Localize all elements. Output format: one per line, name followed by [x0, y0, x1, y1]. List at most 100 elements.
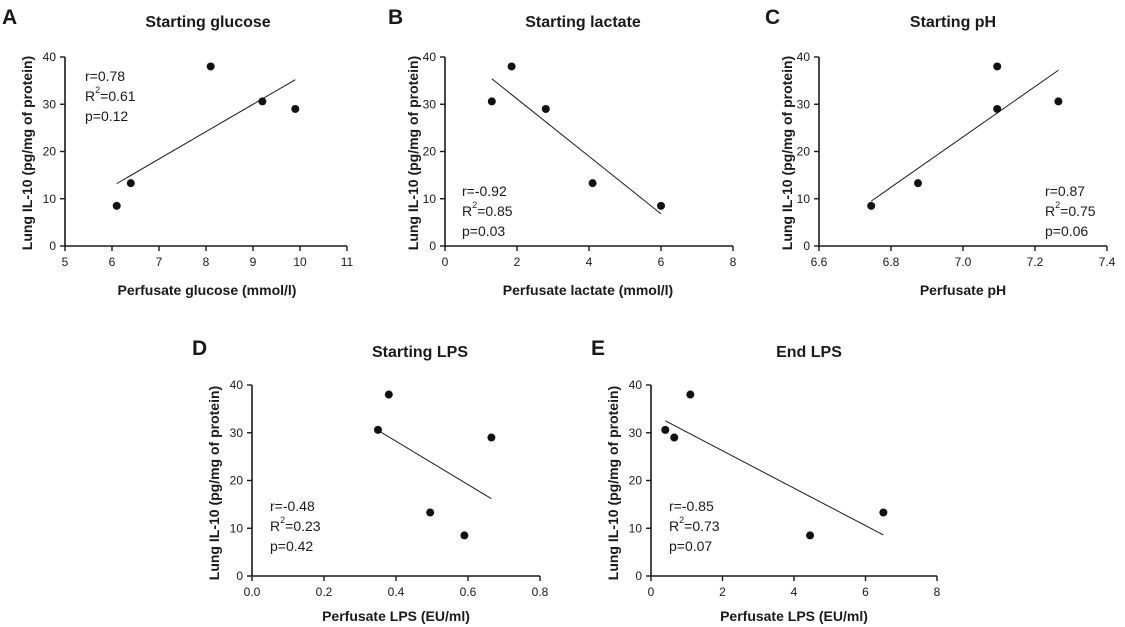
- panel-letter: A: [2, 6, 18, 29]
- y-tick-label: 10: [230, 521, 244, 535]
- x-tick-label: 0.2: [316, 585, 333, 599]
- x-axis-label: Perfusate LPS (EU/ml): [720, 608, 868, 624]
- data-point: [507, 62, 516, 71]
- regression-line: [377, 429, 492, 500]
- data-point: [1054, 97, 1063, 106]
- scatter-plot: 0 2 4 6 8 0 10 20 30 40: [423, 50, 737, 269]
- data-point: [879, 508, 888, 517]
- y-tick-label: 40: [43, 50, 57, 64]
- data-point: [374, 425, 382, 434]
- y-tick-label: 20: [230, 474, 244, 488]
- data-point: [993, 62, 1002, 71]
- r-value: r=0.78: [85, 68, 126, 84]
- p-value: p=0.42: [270, 538, 314, 554]
- y-tick-label: 40: [629, 378, 643, 392]
- r2-value: =0.75: [1060, 203, 1096, 219]
- p-value: p=0.06: [1045, 223, 1089, 239]
- r2-value: =0.85: [477, 203, 513, 219]
- data-point: [661, 425, 670, 434]
- data-point: [126, 179, 135, 188]
- scatter-plot: 0 2 4 6 8 0 10 20 30 40: [629, 378, 941, 599]
- y-tick-label: 10: [423, 192, 437, 206]
- x-tick-label: 2: [719, 585, 726, 599]
- scatter-plot: 6.6 6.8 7.0 7.2 7.4 0 10 20 30 40: [797, 50, 1116, 269]
- r2-letter: R: [270, 518, 281, 534]
- x-tick-label: 4: [791, 585, 798, 599]
- y-tick-label: 40: [230, 378, 244, 392]
- panel-e: E End LPS Lung IL-10 (pg/mg of protein) …: [587, 330, 957, 627]
- x-tick-label: 0: [648, 585, 655, 599]
- x-tick-label: 7: [156, 255, 163, 269]
- y-tick-label: 0: [49, 239, 56, 253]
- x-tick-label: 4: [586, 255, 593, 269]
- r2-exponent: 2: [95, 85, 101, 96]
- x-tick-label: 7.0: [955, 255, 972, 269]
- data-point: [541, 104, 550, 113]
- panel-letter: D: [192, 337, 208, 360]
- data-point: [914, 179, 922, 188]
- panel-letter: B: [388, 6, 404, 29]
- y-tick-label: 10: [797, 192, 811, 206]
- r2-exponent: 2: [280, 515, 286, 526]
- y-tick-label: 0: [429, 239, 436, 253]
- data-point: [206, 62, 215, 71]
- x-tick-label: 0.4: [388, 585, 405, 599]
- p-value: p=0.12: [85, 108, 129, 124]
- x-tick-label: 0.8: [532, 585, 549, 599]
- r-squared: R2=0.85: [462, 201, 513, 221]
- y-tick-label: 30: [230, 426, 244, 440]
- x-tick-label: 6: [862, 585, 869, 599]
- r-squared: R2=0.23: [270, 516, 321, 536]
- y-tick-label: 20: [43, 145, 57, 159]
- data-point: [657, 201, 665, 210]
- y-tick-label: 40: [797, 50, 811, 64]
- r2-exponent: 2: [679, 515, 685, 526]
- data-point: [291, 104, 300, 113]
- r-value: r=-0.85: [669, 498, 714, 514]
- y-tick-label: 20: [629, 474, 643, 488]
- y-tick-label: 0: [803, 239, 810, 253]
- r-squared: R2=0.61: [85, 86, 136, 106]
- x-tick-label: 6: [658, 255, 665, 269]
- regression-line: [116, 79, 296, 185]
- data-point: [670, 433, 679, 442]
- r2-value: =0.73: [684, 518, 720, 534]
- regression-line: [870, 69, 1059, 202]
- x-tick-label: 8: [203, 255, 210, 269]
- x-tick-label: 5: [62, 255, 69, 269]
- x-tick-label: 8: [934, 585, 941, 599]
- x-tick-label: 8: [730, 255, 737, 269]
- panel-letter: E: [591, 337, 606, 360]
- x-tick-label: 10: [293, 255, 307, 269]
- y-tick-label: 30: [629, 426, 643, 440]
- x-tick-label: 7.2: [1027, 255, 1044, 269]
- data-point: [588, 179, 597, 188]
- stats-box: r=0.87 R2=0.75 p=0.06: [1045, 181, 1096, 241]
- data-point: [686, 390, 695, 399]
- x-tick-label: 2: [514, 255, 521, 269]
- scatter-plot: 0.0 0.2 0.4 0.6 0.8 0 10 20 30 40: [230, 378, 549, 599]
- x-axis-label: Perfusate lactate (mmol/l): [502, 282, 674, 298]
- y-tick-label: 30: [43, 97, 57, 111]
- panel-d: D Starting LPS Lung IL-10 (pg/mg of prot…: [188, 330, 558, 627]
- x-axis-label: Perfusate glucose (mmol/l): [117, 282, 297, 298]
- data-point: [426, 508, 435, 517]
- r-value: r=-0.92: [462, 183, 507, 199]
- r-value: r=-0.48: [270, 498, 315, 514]
- y-tick-label: 30: [797, 97, 811, 111]
- r2-value: =0.23: [285, 518, 321, 534]
- r2-letter: R: [85, 88, 96, 104]
- data-point: [258, 97, 267, 106]
- x-tick-label: 6: [109, 255, 116, 269]
- data-point: [806, 531, 815, 540]
- x-tick-label: 11: [341, 255, 354, 269]
- panel-c: C Starting pH Lung IL-10 (pg/mg of prote…: [755, 0, 1125, 305]
- y-tick-label: 10: [629, 521, 643, 535]
- y-tick-label: 0: [635, 569, 642, 583]
- data-point: [384, 390, 393, 399]
- x-tick-label: 6.8: [883, 255, 900, 269]
- regression-line: [491, 78, 662, 215]
- chart-title: Starting LPS: [371, 344, 468, 361]
- x-tick-label: 0: [442, 255, 449, 269]
